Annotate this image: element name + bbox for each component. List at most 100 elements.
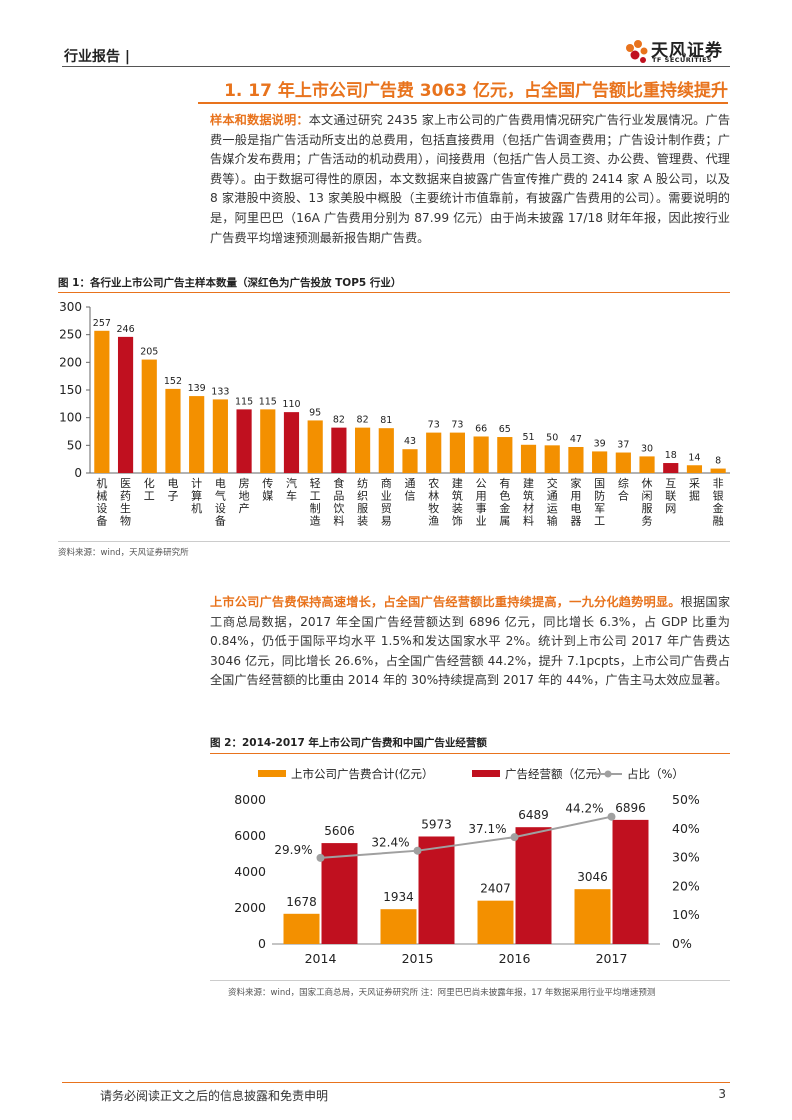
category-label: 农	[428, 476, 439, 490]
category-label: 房	[239, 477, 250, 490]
section-title: 1. 17 年上市公司广告费 3063 亿元，占全国广告额比重持续提升	[224, 81, 728, 101]
bar	[639, 456, 655, 473]
bar	[260, 409, 276, 473]
category-label: 色	[499, 489, 510, 503]
data-label: 82	[357, 415, 369, 426]
category-label: 饰	[452, 514, 463, 528]
category-label: 信	[405, 490, 416, 503]
report-type-label: 行业报告 |	[64, 49, 130, 65]
category-label: 计	[191, 477, 202, 490]
bar	[141, 359, 157, 473]
category-label: 医	[120, 477, 131, 490]
logo-text-en: TF SECURITIES	[652, 56, 713, 64]
bar	[212, 399, 228, 473]
paragraph-growth-analysis: 上市公司广告费保持高速增长，占全国广告经营额比重持续提高，一九分化趋势明显。根据…	[210, 593, 730, 691]
bar	[686, 465, 703, 473]
category-label: 金	[499, 501, 510, 515]
figure1-title: 图 1：各行业上市公司广告主样本数量（深红色为广告投放 TOP5 行业）	[58, 277, 402, 289]
category-label: 材	[523, 501, 534, 515]
bar-ad-revenue	[321, 843, 358, 944]
y-tick-label: 200	[59, 355, 82, 369]
share-label: 32.4%	[371, 836, 409, 850]
category-label: 车	[286, 489, 297, 503]
data-label: 37	[617, 440, 629, 451]
legend-label: 广告经营额（亿元）	[505, 767, 609, 781]
bar	[663, 463, 679, 473]
category-label: 非	[713, 477, 724, 490]
category-label: 电	[167, 477, 178, 490]
bar-ad-revenue	[612, 819, 649, 944]
y-tick-label: 0	[74, 466, 82, 480]
share-point	[607, 812, 616, 821]
data-label: 81	[380, 415, 392, 426]
x-tick-label: 2015	[402, 951, 434, 966]
bar	[592, 451, 608, 473]
category-label: 渔	[428, 515, 439, 528]
data-label: 51	[522, 432, 534, 443]
paragraph-lead: 样本和数据说明：	[210, 113, 309, 127]
data-label: 110	[282, 399, 300, 410]
category-label: 商	[381, 476, 392, 490]
category-label: 牧	[428, 501, 439, 515]
category-label: 装	[357, 515, 368, 528]
y2-tick-label: 40%	[672, 821, 700, 836]
x-tick-label: 2017	[596, 951, 628, 966]
category-label: 化	[144, 476, 155, 490]
bar	[94, 330, 110, 473]
bar	[497, 437, 513, 473]
category-label: 饮	[333, 502, 344, 515]
y2-tick-label: 0%	[672, 936, 692, 951]
category-label: 药	[120, 490, 131, 503]
data-label: 115	[235, 396, 253, 407]
category-label: 采	[689, 477, 700, 490]
y-tick-label: 150	[59, 383, 82, 397]
category-label: 织	[357, 490, 368, 503]
data-label: 73	[451, 420, 463, 431]
y-tick-label: 6000	[234, 828, 266, 843]
data-label: 6896	[615, 801, 646, 815]
paragraph-lead: 上市公司广告费保持高速增长，占全国广告经营额比重持续提高，一九分化趋势明显。	[210, 595, 681, 609]
y2-tick-label: 30%	[672, 850, 700, 865]
data-label: 257	[93, 318, 111, 329]
bar	[283, 412, 300, 473]
data-label: 205	[140, 347, 158, 358]
figure1-top-rule	[58, 292, 730, 293]
figure1-bottom-rule	[58, 541, 730, 542]
bar	[568, 446, 584, 473]
data-label: 65	[499, 424, 511, 435]
category-label: 汽	[286, 476, 297, 490]
bar	[165, 388, 181, 473]
category-label: 银	[713, 489, 724, 503]
share-point	[510, 833, 519, 842]
category-label: 设	[215, 502, 226, 515]
bar-listed-ad-spend	[574, 889, 611, 944]
category-label: 公	[476, 477, 487, 490]
data-label: 47	[570, 434, 582, 445]
category-label: 料	[333, 514, 344, 528]
category-label: 务	[642, 515, 653, 528]
footer-divider	[62, 1082, 730, 1083]
logo-text-cn: 天风证券	[651, 41, 723, 61]
legend-label: 占比（%）	[627, 767, 684, 781]
share-label: 29.9%	[274, 843, 312, 857]
category-label: 子	[167, 490, 178, 503]
category-label: 传	[262, 477, 273, 490]
legend-label: 上市公司广告费合计(亿元）	[291, 767, 434, 781]
bar	[520, 444, 537, 473]
data-label: 2407	[480, 882, 511, 896]
category-label: 事	[476, 502, 487, 515]
category-label: 网	[665, 502, 676, 515]
data-label: 39	[594, 438, 606, 449]
bar-listed-ad-spend	[477, 900, 514, 944]
bar	[331, 427, 347, 473]
bar	[402, 449, 418, 473]
category-label: 电	[570, 502, 581, 515]
bar	[236, 409, 252, 473]
category-label: 防	[594, 489, 605, 503]
y2-tick-label: 10%	[672, 907, 700, 922]
category-label: 军	[594, 502, 605, 515]
category-label: 综	[618, 476, 629, 490]
legend-marker	[604, 770, 612, 778]
paragraph-body: 根据国家工商总局数据，2017 年全国广告经营额达到 6896 亿元，同比增长 …	[210, 595, 731, 688]
bar-listed-ad-spend	[380, 909, 417, 944]
